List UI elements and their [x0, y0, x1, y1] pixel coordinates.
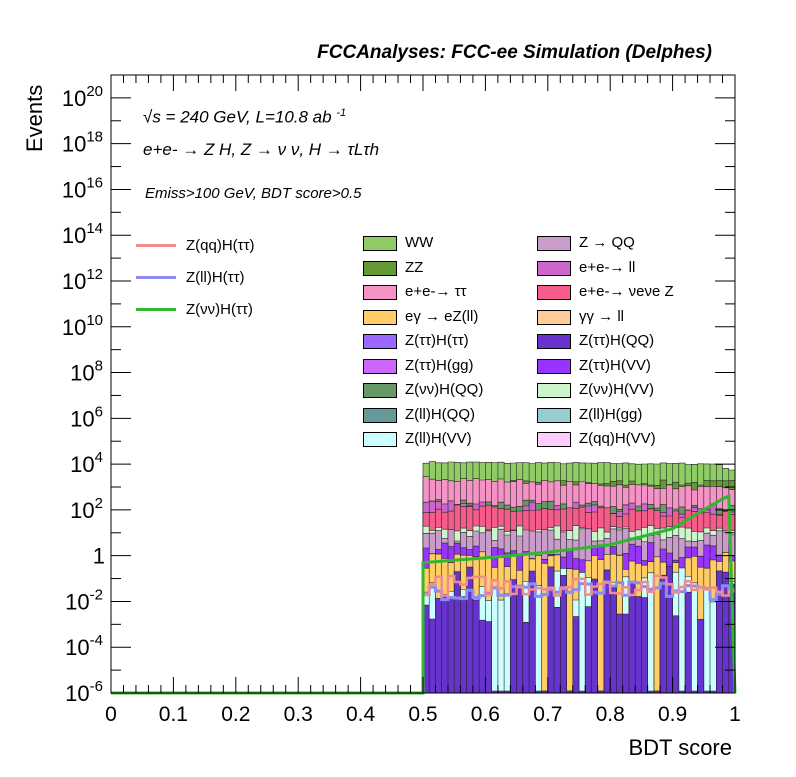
legend-line-swatch — [136, 308, 176, 311]
x-tick-label: 0.5 — [408, 703, 437, 726]
legend-fill-swatch — [537, 334, 571, 349]
x-tick-label: 0.6 — [471, 703, 500, 726]
x-tick-label: 0.7 — [533, 703, 562, 726]
x-tick-label: 0.2 — [221, 703, 250, 726]
legend-fill-swatch — [537, 236, 571, 251]
x-tick-label: 0.1 — [159, 703, 188, 726]
legend-fill-swatch — [363, 334, 397, 349]
legend-label: e+e-→ ττ — [405, 283, 467, 300]
legend-fill-swatch — [537, 432, 571, 447]
x-tick-label: 1 — [729, 703, 741, 726]
y-tick-label: 1016 — [62, 174, 103, 202]
legend-label: Z(ll)H(VV) — [405, 430, 472, 447]
y-tick-label: 1018 — [62, 129, 103, 157]
legend-label: Z(ττ)H(QQ) — [579, 332, 655, 349]
legend-label: Z → QQ — [579, 234, 635, 251]
legend-label: Z(ττ)H(gg) — [405, 356, 474, 374]
legend-line-swatch — [136, 244, 176, 247]
legend-fill-swatch — [537, 383, 571, 398]
x-tick-label: 0 — [105, 703, 117, 726]
legend-label: γγ → ll — [579, 307, 624, 325]
y-tick-label: 1 — [93, 544, 105, 569]
legend-label: WW — [405, 234, 434, 251]
x-axis-title: BDT score — [628, 735, 732, 760]
legend-fill-swatch — [537, 285, 571, 300]
x-tick-label: 0.8 — [596, 703, 625, 726]
x-tick-label: 0.3 — [284, 703, 313, 726]
signal-line-zqq — [423, 574, 735, 597]
y-tick-label: 108 — [70, 358, 103, 386]
y-tick-label: 10-6 — [65, 678, 103, 706]
legend-label: eγ → eZ(ll) — [405, 307, 479, 325]
legend-label: Z(ll)H(QQ) — [405, 405, 475, 423]
process-annotation: e+e- → Z H, Z → ν ν, H → τLτh — [143, 140, 380, 159]
legend-label: Z(ττ)H(VV) — [579, 356, 651, 374]
legend-label: Z(νν)H(ττ) — [186, 301, 253, 318]
legend-label: e+e-→ νeνe Z — [579, 283, 674, 300]
energy-annotation: √s = 240 GeV, L=10.8 ab -1 — [143, 104, 346, 128]
legend-label: Z(ll)H(gg) — [579, 405, 643, 423]
lumi-exponent: -1 — [336, 107, 347, 119]
legend-fill-swatch — [363, 407, 397, 423]
legend-label: Z(ll)H(ττ) — [186, 269, 245, 286]
selection-annotation: Emiss>100 GeV, BDT score>0.5 — [145, 185, 362, 202]
legend-label: Z(ττ)H(ττ) — [405, 332, 469, 349]
y-tick-label: 102 — [70, 495, 103, 523]
legend-label: Z(νν)H(QQ) — [405, 381, 484, 398]
legend-fill-swatch — [537, 309, 571, 325]
y-tick-label: 10-2 — [65, 586, 103, 614]
legend-label: Z(νν)H(VV) — [579, 381, 654, 398]
y-axis-title: Events — [22, 84, 47, 152]
legend-label: ZZ — [405, 258, 424, 276]
legend-label: Z(qq)H(VV) — [579, 430, 656, 447]
legend-label: e+e-→ ll — [579, 258, 636, 276]
y-tick-label: 1020 — [62, 83, 103, 111]
legend-fill-swatch — [363, 309, 397, 325]
y-tick-label: 104 — [70, 449, 103, 477]
legend-line-swatch — [136, 276, 176, 279]
y-tick-label: 1010 — [62, 312, 103, 340]
y-tick-label: 1012 — [62, 266, 103, 294]
legend-fill-swatch — [363, 285, 397, 300]
y-tick-label: 1014 — [62, 220, 103, 248]
legend-fill-swatch — [537, 260, 571, 276]
y-tick-label: 106 — [70, 403, 103, 431]
energy-text: √s = 240 GeV, L=10.8 ab — [143, 107, 332, 127]
signal-line-zll — [423, 580, 735, 602]
signal-line-znn — [111, 493, 737, 695]
x-tick-label: 0.9 — [658, 703, 687, 726]
chart-header-title: FCCAnalyses: FCC-ee Simulation (Delphes) — [317, 42, 712, 63]
legend-fill-swatch — [363, 260, 397, 276]
legend-label: Z(qq)H(ττ) — [186, 237, 255, 254]
legend-fill-swatch — [363, 236, 397, 251]
legend-fill-swatch — [363, 432, 397, 447]
y-tick-label: 10-4 — [65, 632, 103, 660]
legend-fill-swatch — [363, 358, 397, 374]
legend-fill-swatch — [537, 407, 571, 423]
legend-fill-swatch — [537, 358, 571, 374]
x-tick-label: 0.4 — [346, 703, 376, 726]
legend-fill-swatch — [363, 383, 397, 398]
